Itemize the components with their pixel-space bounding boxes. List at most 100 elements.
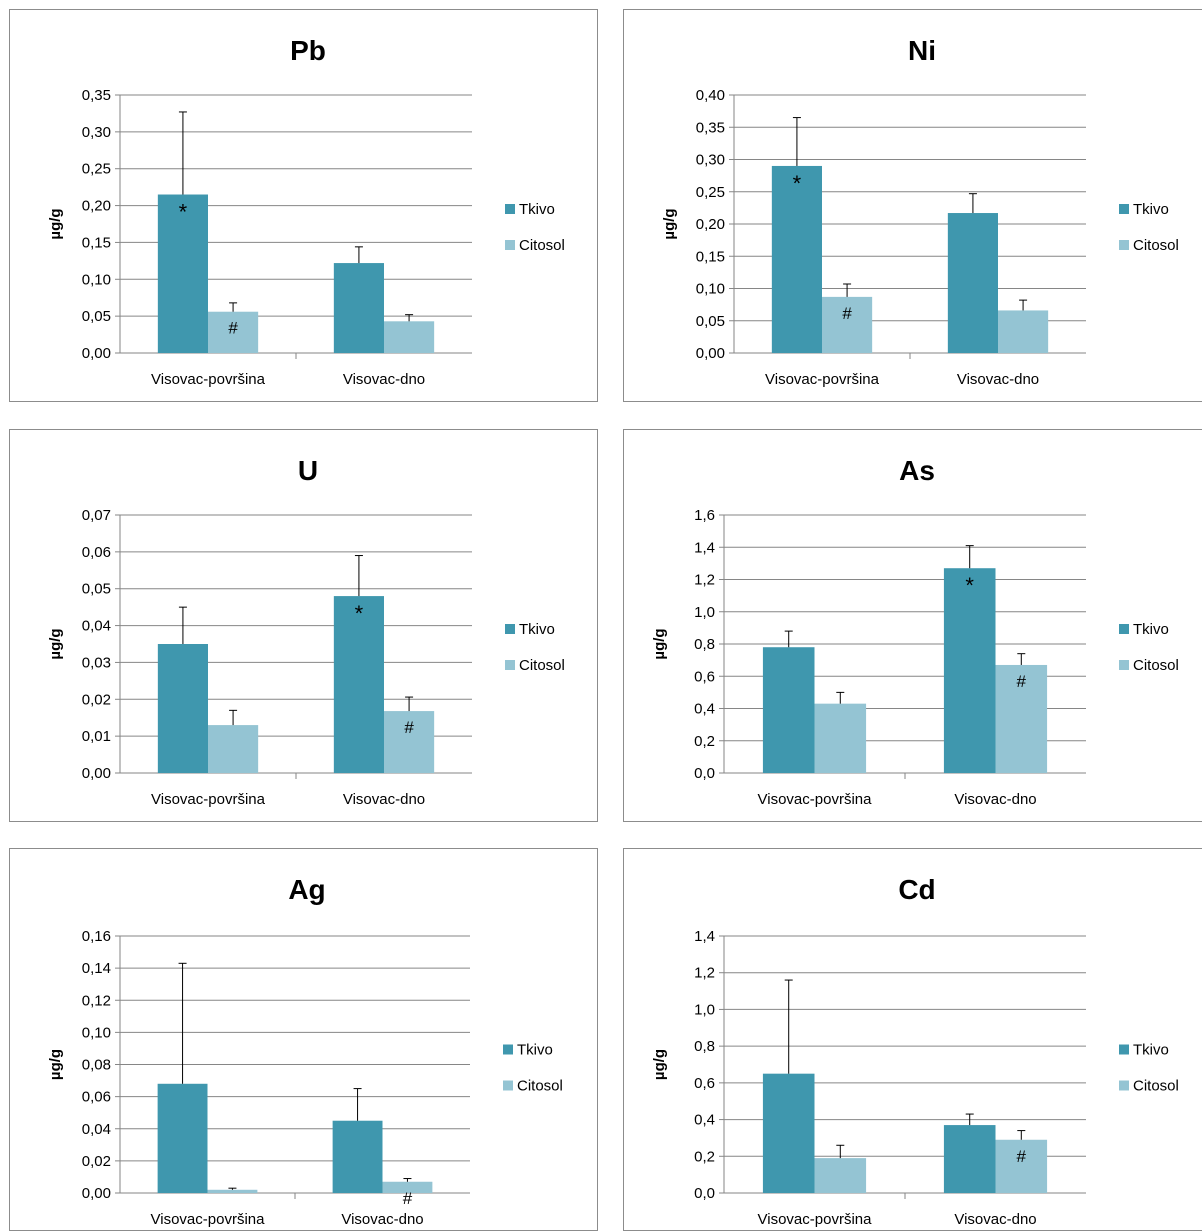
bar-tkivo bbox=[332, 1120, 383, 1193]
legend-label: Citosol bbox=[517, 1078, 563, 1095]
y-tick-label: 0,6 bbox=[694, 1075, 715, 1092]
bar-citosol bbox=[384, 711, 435, 773]
chart-svg: Cd 0,0 0,2 0,4 0,6 0,8 1,0 1,2 1,4 µg/g Visovac-po… bbox=[651, 874, 1179, 1228]
x-tick-label: Visovac-površina bbox=[758, 791, 873, 808]
legend-label: Citosol bbox=[519, 657, 565, 674]
y-tick-label: 0,30 bbox=[696, 152, 725, 169]
y-tick-label: 1,0 bbox=[694, 604, 715, 621]
bar-tkivo bbox=[157, 1083, 208, 1193]
legend-swatch bbox=[503, 1080, 513, 1091]
chart-title: U bbox=[298, 455, 318, 486]
bar-citosol bbox=[814, 1158, 867, 1193]
legend-swatch bbox=[1119, 204, 1129, 214]
significance-hash: # bbox=[404, 718, 414, 737]
legend-swatch bbox=[1119, 1080, 1129, 1091]
significance-asterisk: * bbox=[965, 573, 974, 598]
chart-svg: As 0,0 0,2 0,4 0,6 0,8 1,0 1,2 1,4 1,6 µg/g Visovac… bbox=[651, 455, 1179, 808]
y-tick-label: 0,14 bbox=[82, 960, 111, 977]
y-tick-label: 0,05 bbox=[82, 581, 111, 598]
bar-citosol bbox=[998, 310, 1049, 353]
y-axis-label: µg/g bbox=[651, 1049, 668, 1080]
y-axis-label: µg/g bbox=[47, 1049, 64, 1080]
chart-panel-ag: Ag 0,00 0,02 0,04 0,06 0,08 0,10 0,12 0,14 0,16 µg… bbox=[9, 848, 598, 1231]
bar-tkivo bbox=[771, 165, 822, 353]
y-tick-label: 0,00 bbox=[82, 765, 111, 782]
bar-tkivo bbox=[947, 213, 998, 353]
y-tick-label: 0,10 bbox=[696, 281, 725, 298]
bar-citosol bbox=[382, 1181, 433, 1193]
chart-svg: Ag 0,00 0,02 0,04 0,06 0,08 0,10 0,12 0,14 0,16 µg… bbox=[47, 874, 563, 1228]
y-tick-label: 0,35 bbox=[696, 119, 725, 136]
y-tick-label: 0,8 bbox=[694, 636, 715, 653]
y-tick-label: 1,2 bbox=[694, 572, 715, 589]
bar-tkivo bbox=[157, 644, 208, 773]
significance-hash: # bbox=[1017, 672, 1027, 691]
legend-swatch bbox=[1119, 1044, 1129, 1055]
y-axis-label: µg/g bbox=[661, 208, 678, 239]
legend-swatch bbox=[505, 240, 515, 250]
legend-label: Tkivo bbox=[1133, 621, 1169, 638]
significance-hash: # bbox=[1017, 1147, 1027, 1166]
legend-swatch bbox=[505, 660, 515, 670]
y-tick-label: 0,08 bbox=[82, 1057, 111, 1074]
significance-asterisk: * bbox=[793, 171, 802, 196]
y-tick-label: 0,35 bbox=[82, 87, 111, 104]
y-tick-label: 0,10 bbox=[82, 1024, 111, 1041]
y-tick-label: 0,05 bbox=[696, 313, 725, 330]
y-tick-label: 0,03 bbox=[82, 654, 111, 671]
legend-label: Tkivo bbox=[517, 1042, 553, 1059]
y-tick-label: 0,15 bbox=[82, 234, 111, 251]
bar-tkivo bbox=[762, 647, 815, 773]
x-tick-label: Visovac-površina bbox=[151, 791, 266, 808]
legend-label: Tkivo bbox=[519, 201, 555, 218]
chart-title: Ni bbox=[908, 35, 936, 66]
bar-citosol bbox=[208, 311, 259, 353]
x-tick-label: Visovac-površina bbox=[758, 1211, 873, 1228]
y-tick-label: 0,2 bbox=[694, 733, 715, 750]
x-tick-label: Visovac-površina bbox=[151, 1211, 266, 1228]
y-tick-label: 0,00 bbox=[82, 345, 111, 362]
legend-swatch bbox=[505, 624, 515, 634]
y-tick-label: 0,0 bbox=[694, 1185, 715, 1202]
y-tick-label: 0,04 bbox=[82, 618, 111, 635]
x-tick-label: Visovac-dno bbox=[341, 1211, 423, 1228]
chart-panel-pb: Pb 0,00 0,05 0,10 0,15 0,20 0,25 0,30 0,35 µg/g Vi… bbox=[9, 9, 598, 402]
chart-svg: U 0,00 0,01 0,02 0,03 0,04 0,05 0,06 0,07 µg/g Vis… bbox=[47, 455, 565, 808]
y-tick-label: 1,0 bbox=[694, 1001, 715, 1018]
bar-tkivo bbox=[333, 596, 384, 773]
chart-svg: Ni 0,00 0,05 0,10 0,15 0,20 0,25 0,30 0,35 0,40 µg… bbox=[661, 35, 1179, 388]
chart-svg: Pb 0,00 0,05 0,10 0,15 0,20 0,25 0,30 0,35 µg/g Vi… bbox=[47, 35, 565, 388]
bar-tkivo bbox=[943, 1125, 996, 1193]
y-tick-label: 0,01 bbox=[82, 728, 111, 745]
y-tick-label: 0,16 bbox=[82, 928, 111, 945]
bar-citosol bbox=[995, 1139, 1048, 1193]
y-tick-label: 0,02 bbox=[82, 691, 111, 708]
bar-tkivo bbox=[943, 568, 996, 773]
significance-hash: # bbox=[228, 319, 238, 338]
legend-label: Citosol bbox=[519, 237, 565, 254]
y-tick-label: 0,20 bbox=[82, 198, 111, 215]
bar-citosol bbox=[207, 1189, 258, 1193]
bar-tkivo bbox=[157, 194, 208, 353]
bar-tkivo bbox=[762, 1073, 815, 1193]
y-tick-label: 1,6 bbox=[694, 507, 715, 524]
bar-citosol bbox=[208, 725, 259, 773]
y-tick-label: 0,00 bbox=[82, 1185, 111, 1202]
y-axis-label: µg/g bbox=[47, 208, 64, 239]
x-tick-label: Visovac-dno bbox=[954, 1211, 1036, 1228]
legend-swatch bbox=[505, 204, 515, 214]
y-tick-label: 1,4 bbox=[694, 539, 715, 556]
significance-hash: # bbox=[403, 1189, 413, 1208]
legend-swatch bbox=[503, 1044, 513, 1055]
bar-tkivo bbox=[333, 263, 384, 353]
y-axis-label: µg/g bbox=[651, 628, 668, 659]
x-tick-label: Visovac-dno bbox=[343, 791, 425, 808]
significance-hash: # bbox=[842, 304, 852, 323]
legend-label: Citosol bbox=[1133, 1078, 1179, 1095]
x-tick-label: Visovac-dno bbox=[957, 371, 1039, 388]
chart-title: As bbox=[899, 455, 935, 486]
y-tick-label: 0,06 bbox=[82, 544, 111, 561]
y-tick-label: 0,00 bbox=[696, 345, 725, 362]
significance-asterisk: * bbox=[179, 200, 188, 225]
y-tick-label: 0,20 bbox=[696, 216, 725, 233]
